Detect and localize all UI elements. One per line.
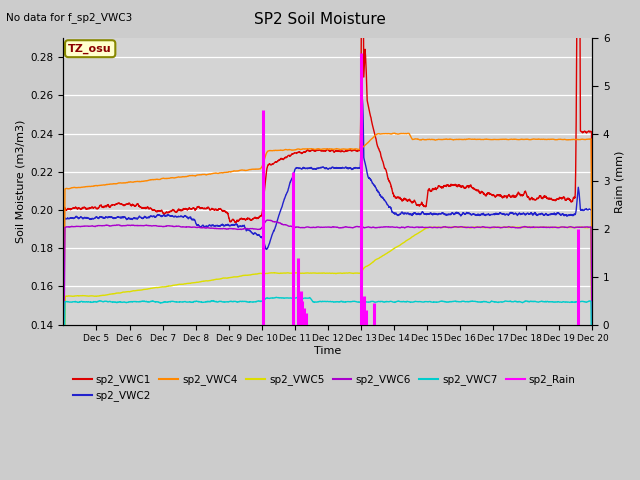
- Text: SP2 Soil Moisture: SP2 Soil Moisture: [254, 12, 386, 27]
- Y-axis label: Soil Moisture (m3/m3): Soil Moisture (m3/m3): [15, 120, 25, 243]
- X-axis label: Time: Time: [314, 346, 342, 356]
- Text: No data for f_sp2_VWC3: No data for f_sp2_VWC3: [6, 12, 132, 23]
- Legend: sp2_VWC1, sp2_VWC2, sp2_VWC4, sp2_VWC5, sp2_VWC6, sp2_VWC7, sp2_Rain: sp2_VWC1, sp2_VWC2, sp2_VWC4, sp2_VWC5, …: [68, 370, 580, 406]
- Y-axis label: Raim (mm): Raim (mm): [615, 150, 625, 213]
- Text: TZ_osu: TZ_osu: [68, 44, 112, 54]
